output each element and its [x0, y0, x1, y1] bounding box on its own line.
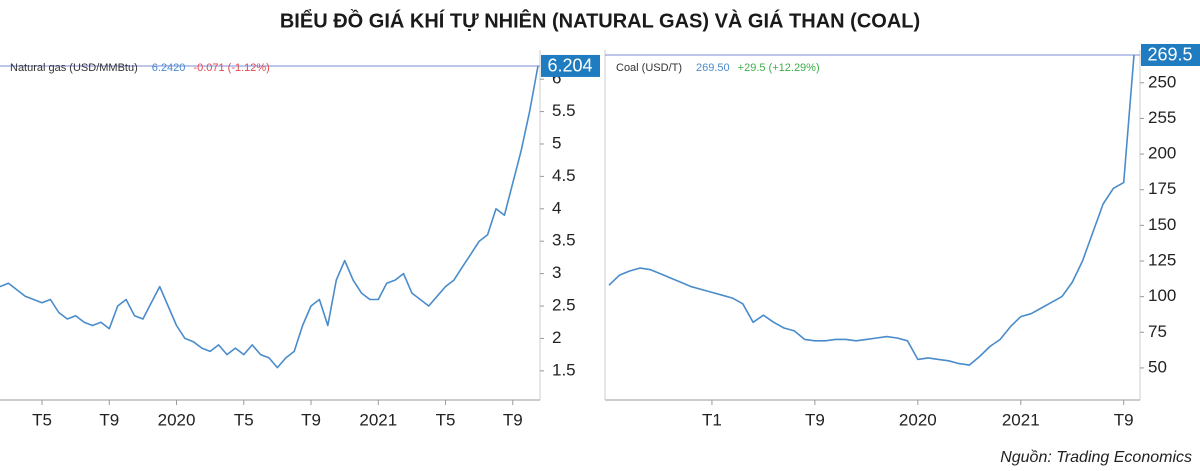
y-tick-label: 5 — [552, 133, 561, 152]
y-tick-label: 3 — [552, 263, 561, 282]
x-tick-label: T9 — [99, 410, 119, 429]
legend-value: 269.50 — [696, 62, 730, 74]
y-tick-label: 6 — [552, 69, 561, 88]
badge-bg — [541, 54, 600, 77]
x-tick-label: T5 — [234, 410, 254, 429]
y-tick-label: 125 — [1148, 250, 1176, 269]
x-tick-label: 2021 — [1002, 410, 1040, 429]
x-tick-label: T9 — [805, 410, 825, 429]
page-title: BIỂU ĐỒ GIÁ KHÍ TỰ NHIÊN (NATURAL GAS) V… — [280, 8, 920, 32]
y-tick-label: 250 — [1148, 72, 1176, 91]
legend-value: 6.2420 — [152, 62, 186, 74]
badge-label: 269.5 — [1147, 45, 1192, 65]
x-tick-label: T9 — [1114, 410, 1134, 429]
series-line — [608, 54, 1135, 366]
legend: Natural gas (USD/MMBtu) 6.2420 -0.071 (-1.… — [10, 62, 270, 74]
x-tick-label: 2020 — [899, 410, 937, 429]
y-tick-label: 100 — [1148, 286, 1176, 305]
last-value-badge: 269.5 — [1141, 43, 1200, 66]
y-tick-label: 200 — [1148, 144, 1176, 163]
y-tick-label: 5.5 — [552, 101, 576, 120]
y-tick-label: 175 — [1148, 179, 1176, 198]
x-tick-label: T5 — [436, 410, 456, 429]
y-tick-label: 50 — [1148, 357, 1167, 376]
y-tick-label: 1.5 — [552, 360, 576, 379]
y-tick-label: 4.5 — [552, 166, 576, 185]
badge-label: 6.204 — [547, 56, 592, 76]
legend-change: +29.5 (+12.29%) — [738, 62, 820, 74]
x-tick-label: 2021 — [359, 410, 397, 429]
series-line — [0, 65, 539, 369]
x-tick-label: T5 — [32, 410, 52, 429]
x-tick-label: T9 — [503, 410, 523, 429]
y-tick-label: 75 — [1148, 322, 1167, 341]
badge-bg — [1141, 43, 1200, 66]
source: Nguồn: Trading Economics — [1000, 449, 1192, 466]
y-tick-label: 150 — [1148, 215, 1176, 234]
x-tick-label: T1 — [702, 410, 722, 429]
y-tick-label: 3.5 — [552, 231, 576, 250]
last-value-badge: 6.204 — [541, 54, 600, 77]
y-tick-label: 255 — [1148, 108, 1176, 127]
x-tick-label: T9 — [301, 410, 321, 429]
y-tick-label: 2.5 — [552, 296, 576, 315]
legend-name: Coal (USD/T) — [616, 62, 682, 74]
y-tick-label: 4 — [552, 198, 561, 217]
x-tick-label: 2020 — [158, 410, 196, 429]
y-tick-label: 2 — [552, 328, 561, 347]
legend-name: Natural gas (USD/MMBtu) — [10, 62, 138, 74]
legend-change: -0.071 (-1.12%) — [193, 62, 269, 74]
legend: Coal (USD/T) 269.50 +29.5 (+12.29%) — [616, 62, 820, 74]
